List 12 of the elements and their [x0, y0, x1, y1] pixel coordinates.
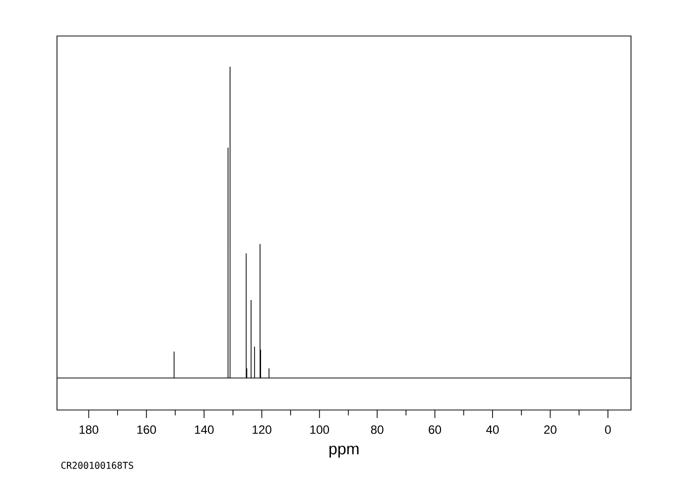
x-tick-label: 140: [195, 425, 214, 434]
x-tick-label: 0: [605, 425, 611, 434]
x-tick-label: 20: [544, 425, 556, 434]
x-tick-label: 100: [310, 425, 330, 434]
x-tick-label: 180: [80, 425, 98, 434]
text: CR200100168TS: [61, 462, 134, 469]
x-tick-label: 60: [428, 425, 442, 434]
x-tick-label: 160: [137, 425, 156, 434]
x-axis-title: ppm: [329, 446, 359, 458]
x-tick-label: 80: [371, 425, 384, 434]
x-tick-label: 40: [486, 425, 499, 434]
x-tick-label: 120: [252, 425, 272, 434]
